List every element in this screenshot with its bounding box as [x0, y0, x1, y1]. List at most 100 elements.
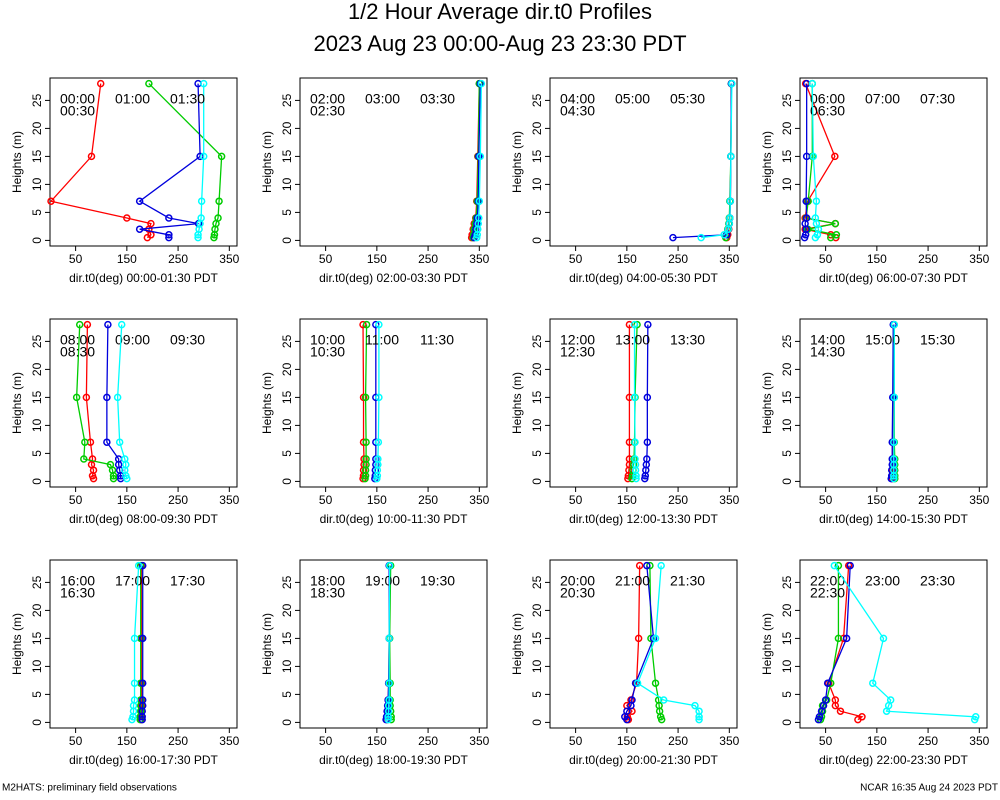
- y-tick-label: 20: [780, 362, 794, 376]
- y-axis-label: Heights (m): [10, 131, 24, 193]
- x-tick-label: 250: [918, 493, 938, 507]
- y-axis-label: Heights (m): [260, 131, 274, 193]
- profile-point: [879, 634, 888, 643]
- profile-point: [103, 393, 111, 402]
- profile-point: [385, 634, 393, 643]
- x-tick-label: 250: [668, 493, 688, 507]
- profile-point: [165, 214, 173, 222]
- profile-point: [88, 455, 97, 463]
- profile-point: [362, 455, 370, 463]
- x-tick-label: 350: [469, 493, 489, 507]
- legend-label: 11:30: [420, 332, 454, 348]
- y-tick-label: 15: [280, 149, 294, 163]
- x-tick-label: 50: [569, 493, 583, 507]
- y-tick-label: 0: [280, 478, 294, 485]
- y-tick-label: 20: [280, 603, 294, 617]
- legend-label: 13:30: [670, 332, 705, 348]
- plot-frame: [799, 559, 988, 729]
- profile-point: [106, 460, 115, 469]
- x-tick-label: 350: [969, 252, 989, 266]
- profile-point: [138, 561, 147, 570]
- profile-point: [831, 152, 839, 161]
- legend-label: 03:30: [420, 91, 455, 107]
- profile-point: [138, 679, 147, 687]
- y-tick-label: 25: [530, 575, 544, 589]
- x-tick-label: 250: [668, 252, 688, 266]
- legend-label: 07:30: [920, 91, 955, 107]
- profile-point: [135, 197, 144, 205]
- subtitle: 2023 Aug 23 00:00-Aug 23 23:30 PDT: [313, 31, 686, 56]
- x-tick-label: 250: [668, 734, 688, 748]
- profile-point: [47, 197, 55, 205]
- profile-point: [812, 197, 821, 205]
- y-tick-label: 0: [780, 719, 794, 726]
- x-tick-label: 150: [117, 252, 137, 266]
- y-tick-label: 10: [780, 418, 794, 432]
- legend-label: 05:00: [615, 91, 650, 107]
- legend-label: 20:00: [560, 573, 595, 589]
- profile-point: [651, 634, 660, 643]
- legend-label: 16:00: [60, 573, 95, 589]
- legend-label: 21:30: [670, 573, 705, 589]
- profile-point: [728, 79, 736, 88]
- y-tick-label: 10: [280, 659, 294, 673]
- y-axis-label: Heights (m): [760, 131, 774, 193]
- x-tick-label: 350: [219, 493, 239, 507]
- plot-frame: [549, 559, 738, 729]
- legend-label: 13:00: [615, 332, 650, 348]
- legend-label: 09:30: [170, 332, 205, 348]
- profile-point: [695, 707, 703, 715]
- legend-label: 22:30: [810, 585, 845, 601]
- legend-label: 06:00: [810, 91, 845, 107]
- y-axis-label: Heights (m): [260, 613, 274, 675]
- profile-point: [697, 233, 705, 242]
- y-tick-label: 10: [280, 177, 294, 191]
- profile-point: [632, 474, 640, 483]
- y-tick-label: 25: [780, 575, 794, 589]
- legend-label: 19:00: [365, 573, 400, 589]
- legend-label: 10:30: [310, 344, 345, 360]
- x-tick-label: 150: [867, 252, 887, 266]
- x-tick-label: 350: [219, 252, 239, 266]
- profile-point: [130, 679, 139, 687]
- profile-point: [115, 438, 124, 446]
- profile-point: [130, 634, 139, 643]
- profile-point: [477, 79, 486, 88]
- x-tick-label: 250: [418, 493, 438, 507]
- profile-point: [886, 696, 895, 704]
- profile-point: [634, 634, 643, 643]
- profile-point: [75, 320, 84, 329]
- legend-label: 15:00: [865, 332, 900, 348]
- y-tick-label: 20: [780, 121, 794, 135]
- profile-point: [651, 679, 660, 687]
- profile-point: [802, 214, 811, 222]
- y-tick-label: 25: [280, 575, 294, 589]
- profile-point: [199, 79, 208, 88]
- plot-frame: [549, 318, 738, 488]
- legend-label: 16:30: [60, 585, 95, 601]
- y-tick-label: 15: [30, 390, 44, 404]
- x-tick-label: 50: [819, 252, 833, 266]
- x-tick-label: 250: [918, 252, 938, 266]
- x-tick-label: 350: [719, 734, 739, 748]
- legend-label: 00:30: [60, 103, 95, 119]
- legend-label: 06:30: [810, 103, 845, 119]
- profile-point: [832, 231, 841, 239]
- profile-point: [475, 197, 484, 205]
- y-tick-label: 5: [30, 209, 44, 216]
- profile-point: [96, 79, 105, 88]
- y-tick-label: 0: [530, 237, 544, 244]
- legend-label: 23:30: [920, 573, 955, 589]
- y-tick-label: 15: [780, 149, 794, 163]
- y-tick-label: 15: [280, 631, 294, 645]
- profile-point: [631, 455, 639, 463]
- title: 1/2 Hour Average dir.t0 Profiles: [348, 0, 652, 24]
- profile-point: [628, 696, 636, 704]
- y-tick-label: 10: [530, 659, 544, 673]
- x-tick-label: 50: [69, 252, 83, 266]
- y-axis-label: Heights (m): [760, 372, 774, 434]
- profile-point: [830, 561, 839, 570]
- footer-right: NCAR 16:35 Aug 24 2023 PDT: [860, 783, 998, 794]
- profile-point: [644, 320, 652, 329]
- y-axis-label: Heights (m): [510, 131, 524, 193]
